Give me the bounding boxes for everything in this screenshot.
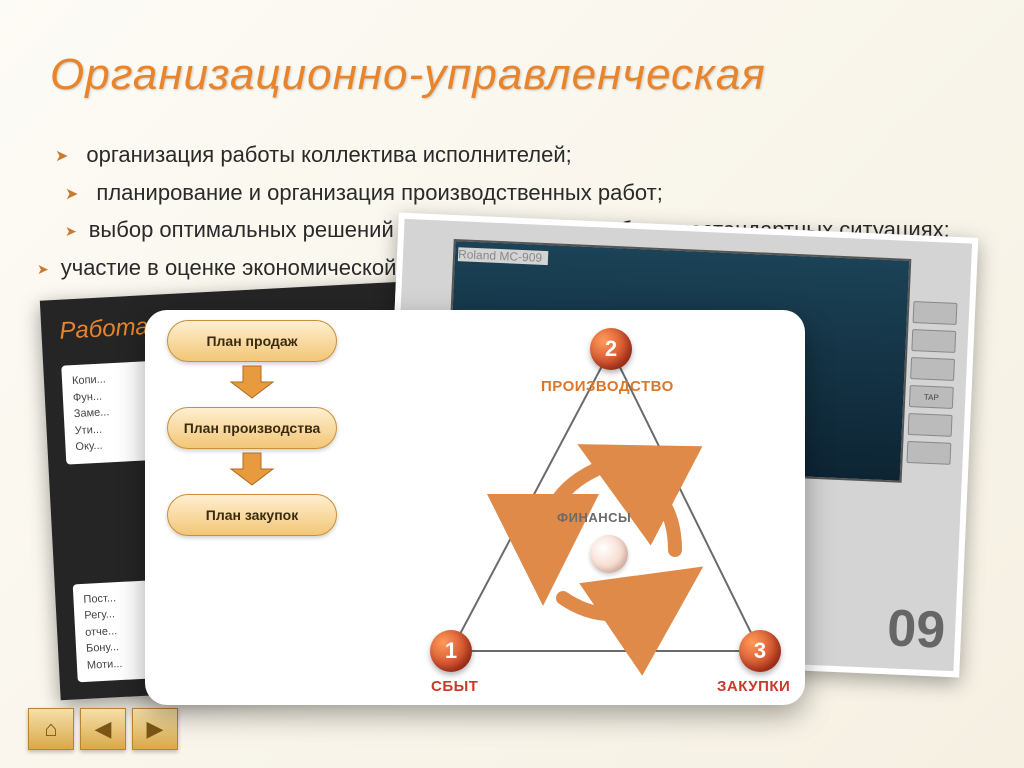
nav-home-button[interactable]: ⌂	[28, 708, 74, 750]
bullet-item: ➤ планирование и организация производств…	[65, 178, 955, 208]
bullet-arrow-icon: ➤	[65, 184, 78, 204]
bullet-text: планирование и организация производствен…	[96, 178, 662, 208]
plan-column: План продаж План производства План закуп…	[167, 320, 337, 536]
synth-button: TAP	[909, 385, 954, 409]
bullet-text: организация работы коллектива исполнител…	[86, 140, 571, 170]
plan-arrow-icon	[167, 451, 337, 492]
nav-next-button[interactable]: ▶	[132, 708, 178, 750]
bullet-arrow-icon: ➤	[37, 261, 49, 278]
plan-arrow-icon	[167, 364, 337, 405]
diagram-card: План продаж План производства План закуп…	[145, 310, 805, 705]
triangle-node: 2	[590, 328, 632, 370]
nav-prev-button[interactable]: ◀	[80, 708, 126, 750]
triangle-node: 3	[739, 630, 781, 672]
plan-box-sales: План продаж	[167, 320, 337, 362]
plan-box-purchases: План закупок	[167, 494, 337, 536]
triangle-node: 1	[430, 630, 472, 672]
nav-button-group: ⌂ ◀ ▶	[28, 708, 178, 750]
bullet-item: ➤ организация работы коллектива исполнит…	[55, 140, 955, 170]
synth-button	[908, 413, 953, 437]
triangle-center-label: ФИНАНСЫ	[557, 510, 631, 525]
synth-button	[911, 329, 956, 353]
triangle-node-label: ЗАКУПКИ	[717, 678, 790, 695]
triangle-node-label: ПРОИЗВОДСТВО	[541, 378, 674, 395]
triangle-center-node	[590, 535, 628, 573]
synth-button	[906, 441, 951, 465]
synth-button	[910, 357, 955, 381]
page-title: Организационно-управленческая	[50, 50, 766, 100]
bullet-arrow-icon: ➤	[55, 146, 68, 166]
synth-button	[913, 301, 958, 325]
plan-box-production: План производства	[167, 407, 337, 449]
bullet-arrow-icon: ➤	[65, 223, 77, 240]
synth-big-number: 09	[886, 598, 946, 660]
triangle-node-label: СБЫТ	[431, 678, 478, 695]
triangle-diagram: ФИНАНСЫ 2ПРОИЗВОДСТВО1СБЫТ3ЗАКУПКИ	[395, 310, 785, 700]
